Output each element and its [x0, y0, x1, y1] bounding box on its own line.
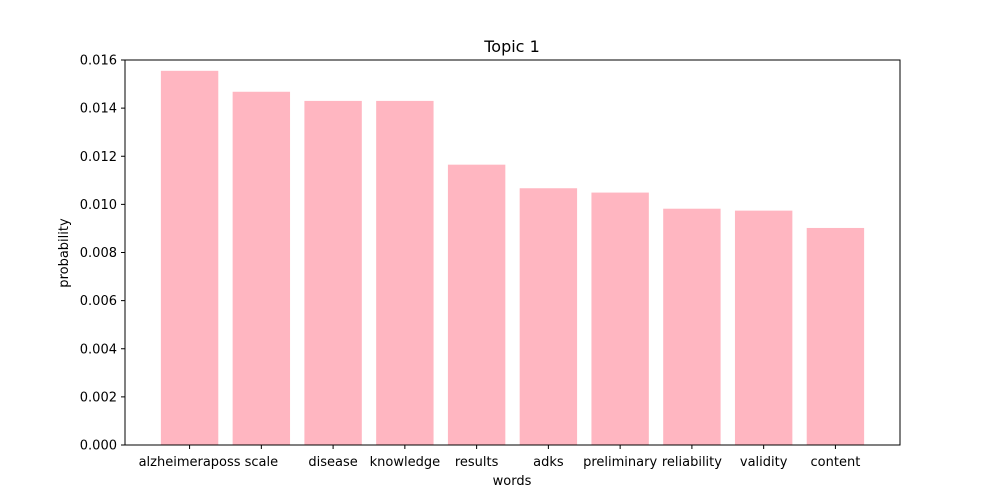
bar-knowledge: [376, 100, 434, 445]
y-tick-label: 0.008: [80, 246, 117, 261]
x-tick-label: adks: [533, 455, 564, 470]
bar-reliability: [663, 208, 721, 445]
y-tick-label: 0.006: [80, 294, 117, 309]
y-axis-label: probability: [57, 218, 72, 288]
bar-adks: [519, 188, 578, 446]
bar-alzheimeraposs: [160, 70, 219, 445]
x-tick-label: disease: [308, 455, 357, 470]
y-tick-label: 0.000: [80, 439, 117, 454]
x-tick-label: validity: [740, 455, 788, 470]
x-tick-label: alzheimeraposs: [139, 455, 241, 470]
x-axis-label: words: [493, 474, 532, 489]
y-tick-label: 0.004: [80, 342, 117, 357]
bars-group: [160, 70, 865, 446]
y-tick-label: 0.010: [80, 198, 117, 213]
bar-content: [806, 227, 865, 445]
chart-title: Topic 1: [483, 37, 540, 56]
bar-scale: [232, 91, 291, 445]
bar-results: [447, 164, 506, 445]
x-tick-label: scale: [245, 455, 279, 470]
bar-preliminary: [591, 192, 649, 445]
bar-validity: [734, 210, 793, 445]
y-tick-label: 0.014: [80, 102, 117, 117]
x-tick-label: content: [811, 455, 861, 470]
x-tick-label: reliability: [662, 455, 722, 470]
x-tick-label: results: [455, 455, 499, 470]
bar-disease: [304, 100, 362, 445]
x-tick-label: preliminary: [583, 455, 657, 470]
y-tick-label: 0.002: [80, 390, 117, 405]
y-tick-label: 0.016: [80, 54, 117, 69]
y-tick-label: 0.012: [80, 150, 117, 165]
plot-frame: [124, 59, 901, 446]
x-axis-ticks: alzheimeraposs scale disease knowledge resul…: [139, 445, 861, 470]
y-axis-ticks: 0.000 0.002 0.004 0.006 0.008 0.010 0.012 0.014…: [80, 54, 125, 454]
x-tick-label: knowledge: [370, 455, 440, 470]
